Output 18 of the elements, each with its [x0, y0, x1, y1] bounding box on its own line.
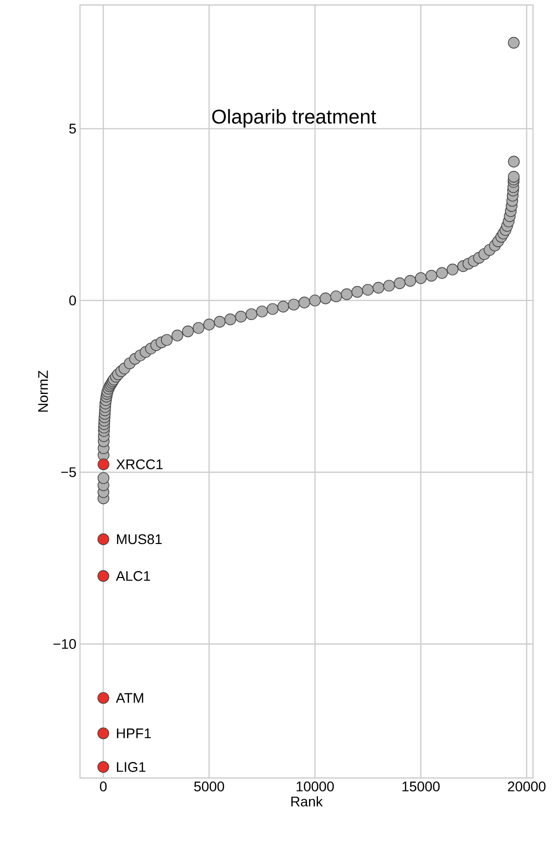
- annotation: ALC1: [116, 571, 150, 581]
- y-axis-title: NormZ: [38, 370, 48, 412]
- x-tick-label: 10000: [296, 782, 334, 792]
- y-tick-label: 0: [69, 296, 76, 306]
- x-tick-label: 20000: [508, 782, 546, 792]
- y-tick-label: 5: [69, 124, 76, 134]
- annotation: MUS81: [117, 534, 162, 544]
- annotation: HPF1: [116, 728, 151, 738]
- y-tick-label: −10: [54, 639, 76, 649]
- annotation: XRCC1: [116, 459, 163, 470]
- x-tick-label: 0: [100, 782, 107, 792]
- y-tick-label: −5: [61, 467, 76, 478]
- x-tick-label: 5000: [194, 782, 224, 792]
- x-tick-label: 15000: [402, 782, 440, 792]
- x-axis-title: Rank: [291, 796, 323, 806]
- annotation: LIG1: [116, 762, 146, 772]
- annotation: ATM: [116, 693, 144, 703]
- text: Olaparib treatment: [212, 109, 376, 128]
